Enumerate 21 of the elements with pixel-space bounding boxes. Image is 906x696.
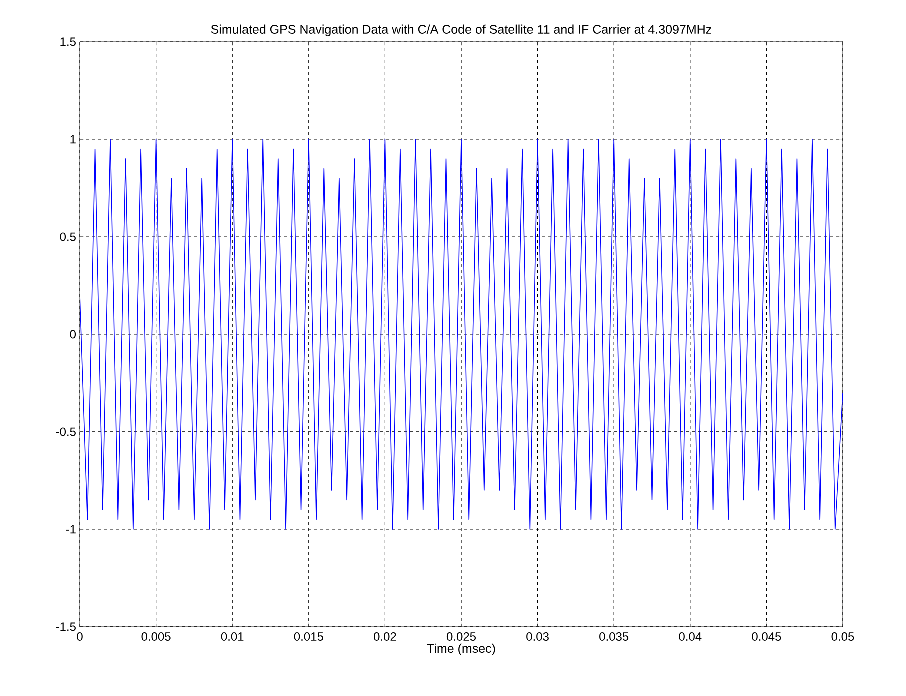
x-tick-label: 0.01 [221,632,244,642]
y-tick-label: 1 [70,135,76,144]
y-tick-label: -1 [66,525,76,534]
x-tick-label: 0.02 [374,632,396,642]
x-tick-label: 0.045 [752,632,782,642]
y-tick-label: 0.5 [60,232,76,242]
chart-title: Simulated GPS Navigation Data with C/A Code of Satellite 11 and IF Carrier at 4.3097MHz [211,24,712,36]
x-tick-label: 0.05 [832,632,854,642]
x-tick-label: 0 [77,632,83,642]
x-tick-label: 0.035 [600,632,629,642]
line-series [80,139,843,530]
x-tick-label: 0.005 [142,632,171,642]
y-tick-label: -0.5 [56,428,76,436]
y-tick-label: -1.5 [56,622,76,632]
x-axis-title: Time (msec) [427,644,496,656]
x-tick-label: 0.015 [294,632,324,642]
y-tick-label: 0 [70,330,76,339]
x-tick-label: 0.025 [446,632,476,642]
x-tick-label: 0.03 [526,632,549,642]
y-tick-label: 1.5 [60,38,76,46]
x-tick-label: 0.04 [679,632,702,642]
